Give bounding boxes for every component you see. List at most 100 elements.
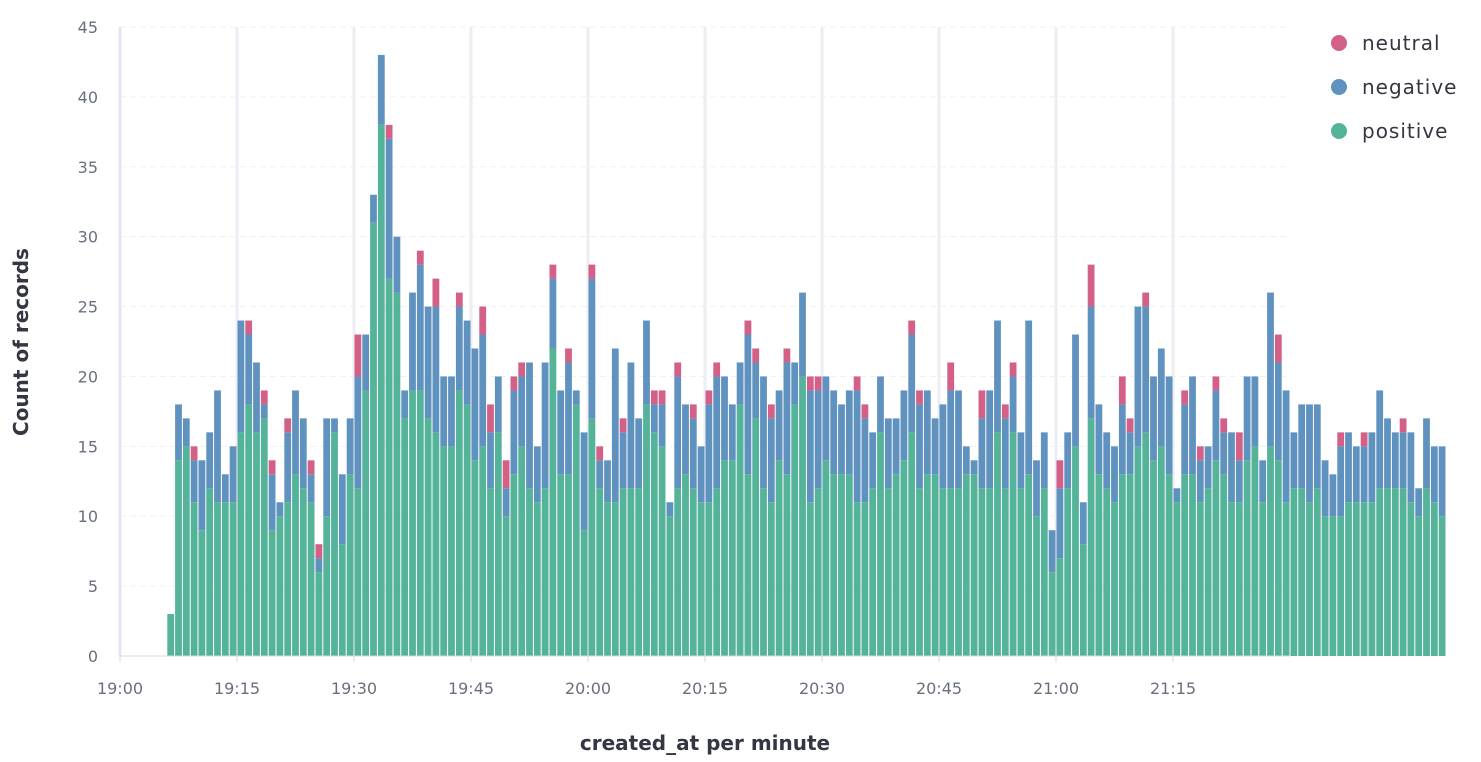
bar-segment-positive[interactable] bbox=[713, 488, 721, 656]
bar-segment-negative[interactable] bbox=[1048, 530, 1056, 573]
bar-segment-negative[interactable] bbox=[666, 502, 674, 517]
bar-segment-positive[interactable] bbox=[1072, 446, 1079, 656]
bar-segment-positive[interactable] bbox=[1391, 488, 1399, 656]
bar-segment-positive[interactable] bbox=[432, 432, 440, 656]
bar-segment-negative[interactable] bbox=[767, 418, 775, 503]
bar-segment-positive[interactable] bbox=[1407, 502, 1415, 656]
bar-segment-negative[interactable] bbox=[1033, 460, 1040, 517]
bar-segment-positive[interactable] bbox=[424, 418, 432, 656]
bar-segment-positive[interactable] bbox=[510, 474, 518, 656]
bar-segment-negative[interactable] bbox=[1228, 432, 1235, 503]
bar-segment-negative[interactable] bbox=[955, 390, 962, 489]
bar-segment-positive[interactable] bbox=[385, 278, 393, 656]
bar-segment-neutral[interactable] bbox=[245, 320, 253, 335]
bar-segment-neutral[interactable] bbox=[1274, 334, 1282, 363]
bar-segment-negative[interactable] bbox=[1095, 404, 1103, 475]
bar-segment-negative[interactable] bbox=[198, 460, 206, 531]
bar-segment-positive[interactable] bbox=[806, 502, 814, 656]
bar-segment-positive[interactable] bbox=[572, 404, 580, 656]
bar-segment-negative[interactable] bbox=[237, 320, 245, 433]
bar-segment-positive[interactable] bbox=[245, 404, 253, 656]
bar-segment-negative[interactable] bbox=[1001, 418, 1009, 489]
bar-segment-positive[interactable] bbox=[494, 432, 502, 656]
bar-segment-positive[interactable] bbox=[1438, 516, 1446, 656]
bar-segment-positive[interactable] bbox=[440, 446, 448, 656]
bar-segment-negative[interactable] bbox=[229, 446, 237, 503]
bar-segment-neutral[interactable] bbox=[1181, 390, 1189, 405]
bar-segment-negative[interactable] bbox=[487, 432, 494, 489]
bar-segment-negative[interactable] bbox=[1430, 446, 1438, 503]
bar-segment-positive[interactable] bbox=[268, 530, 276, 656]
bar-segment-negative[interactable] bbox=[596, 460, 604, 489]
bar-segment-negative[interactable] bbox=[947, 390, 955, 489]
bar-segment-positive[interactable] bbox=[674, 488, 682, 656]
bar-segment-positive[interactable] bbox=[689, 488, 697, 656]
bar-segment-negative[interactable] bbox=[643, 320, 650, 405]
legend-item-neutral[interactable]: neutral bbox=[1362, 31, 1441, 55]
bar-segment-neutral[interactable] bbox=[752, 348, 760, 363]
bar-segment-negative[interactable] bbox=[1017, 432, 1025, 489]
bar-segment-negative[interactable] bbox=[409, 292, 416, 391]
bar-segment-positive[interactable] bbox=[994, 432, 1001, 656]
bar-segment-negative[interactable] bbox=[463, 320, 471, 405]
bar-segment-neutral[interactable] bbox=[1087, 264, 1095, 307]
bar-segment-positive[interactable] bbox=[900, 460, 908, 656]
bar-segment-negative[interactable] bbox=[627, 362, 635, 489]
bar-segment-negative[interactable] bbox=[619, 432, 627, 489]
bar-segment-negative[interactable] bbox=[650, 404, 658, 433]
bar-segment-negative[interactable] bbox=[549, 278, 557, 349]
bar-segment-positive[interactable] bbox=[869, 488, 877, 656]
bar-segment-neutral[interactable] bbox=[853, 376, 861, 391]
bar-segment-neutral[interactable] bbox=[502, 460, 510, 489]
bar-segment-positive[interactable] bbox=[916, 488, 923, 656]
bar-segment-positive[interactable] bbox=[463, 404, 471, 656]
bar-segment-negative[interactable] bbox=[1087, 306, 1095, 419]
bar-segment-positive[interactable] bbox=[1040, 488, 1048, 656]
bar-segment-positive[interactable] bbox=[1352, 502, 1360, 656]
bar-segment-positive[interactable] bbox=[1150, 460, 1157, 656]
bar-segment-positive[interactable] bbox=[253, 432, 260, 656]
bar-segment-negative[interactable] bbox=[377, 54, 385, 125]
bar-segment-negative[interactable] bbox=[1251, 376, 1259, 447]
bar-segment-positive[interactable] bbox=[877, 432, 884, 656]
bar-segment-negative[interactable] bbox=[869, 432, 877, 489]
bar-segment-negative[interactable] bbox=[354, 376, 362, 489]
bar-segment-negative[interactable] bbox=[1360, 446, 1368, 503]
bar-segment-neutral[interactable] bbox=[549, 264, 557, 279]
bar-segment-negative[interactable] bbox=[557, 390, 565, 475]
bar-segment-positive[interactable] bbox=[487, 488, 494, 656]
bar-segment-positive[interactable] bbox=[1001, 488, 1009, 656]
bar-segment-positive[interactable] bbox=[526, 488, 533, 656]
bar-segment-positive[interactable] bbox=[1056, 558, 1064, 656]
bar-segment-positive[interactable] bbox=[1212, 460, 1220, 656]
bar-segment-neutral[interactable] bbox=[479, 306, 487, 335]
bar-segment-negative[interactable] bbox=[1142, 306, 1150, 433]
bar-segment-positive[interactable] bbox=[978, 488, 986, 656]
bar-segment-positive[interactable] bbox=[775, 460, 783, 656]
bar-segment-negative[interactable] bbox=[1274, 362, 1282, 461]
bar-segment-positive[interactable] bbox=[845, 474, 853, 656]
bar-segment-neutral[interactable] bbox=[1196, 446, 1204, 461]
bar-segment-positive[interactable] bbox=[323, 516, 331, 656]
bar-segment-positive[interactable] bbox=[175, 460, 182, 656]
bar-segment-positive[interactable] bbox=[1118, 474, 1126, 656]
bar-segment-neutral[interactable] bbox=[713, 362, 721, 377]
bar-segment-positive[interactable] bbox=[861, 502, 869, 656]
bar-segment-positive[interactable] bbox=[1033, 516, 1040, 656]
bar-segment-negative[interactable] bbox=[845, 390, 853, 475]
bar-segment-neutral[interactable] bbox=[455, 292, 463, 307]
bar-segment-positive[interactable] bbox=[416, 390, 424, 656]
bar-segment-neutral[interactable] bbox=[596, 446, 604, 461]
bar-segment-negative[interactable] bbox=[190, 460, 198, 503]
bar-segment-negative[interactable] bbox=[994, 320, 1001, 433]
bar-segment-positive[interactable] bbox=[1134, 446, 1142, 656]
bar-segment-positive[interactable] bbox=[627, 488, 635, 656]
bar-segment-positive[interactable] bbox=[1079, 544, 1087, 656]
bar-segment-positive[interactable] bbox=[471, 460, 479, 656]
bar-segment-negative[interactable] bbox=[986, 390, 994, 489]
bar-segment-positive[interactable] bbox=[767, 502, 775, 656]
bar-segment-positive[interactable] bbox=[1423, 488, 1430, 656]
bar-segment-negative[interactable] bbox=[962, 446, 970, 475]
bar-segment-negative[interactable] bbox=[1181, 404, 1189, 475]
bar-segment-negative[interactable] bbox=[713, 376, 721, 489]
